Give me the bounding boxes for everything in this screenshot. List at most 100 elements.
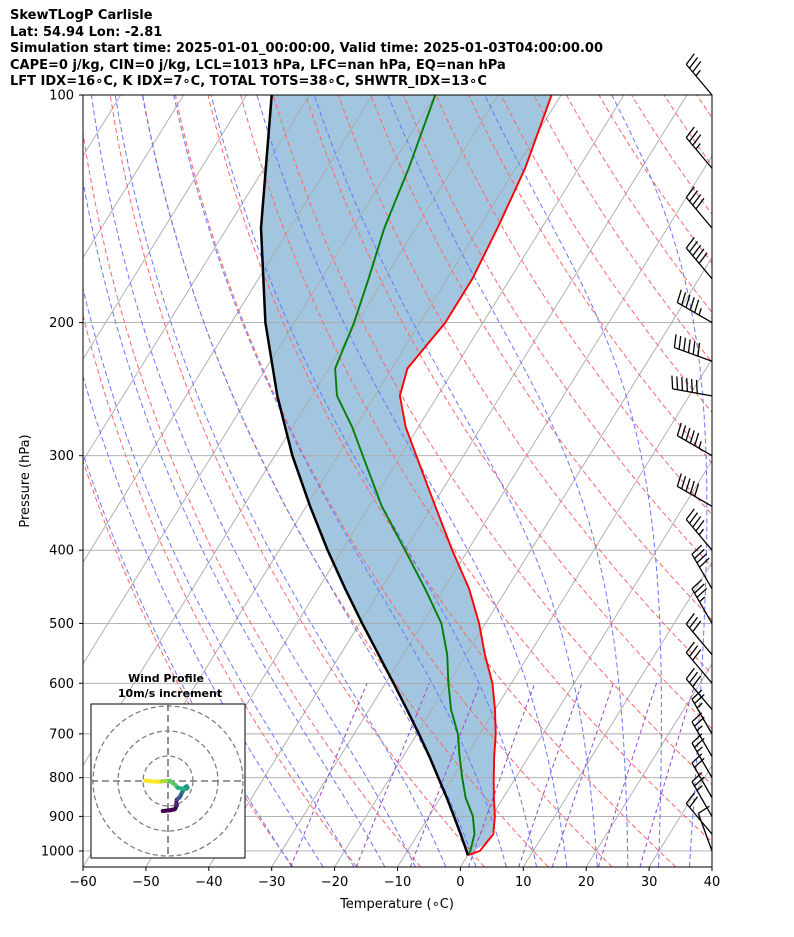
dry-adiabat [435,95,712,516]
isotherm [271,155,712,867]
dry-adiabat [468,95,712,464]
dry-adiabat [565,95,712,314]
isotherm [711,866,712,867]
dry-adiabat [533,95,712,363]
x-tick-label: −40 [195,875,222,890]
header: SkewTLogP Carlisle Lat: 54.94 Lon: -2.81… [10,8,603,91]
x-axis-label: Temperature (∘C) [339,897,454,912]
mixing-ratio-line [468,683,536,867]
hodograph-segment [143,778,150,783]
moist-adiabat [720,95,768,867]
dry-adiabat [631,95,712,216]
x-tick-label: −20 [321,875,348,890]
parcel-profile [259,95,469,856]
dry-adiabat [729,95,794,867]
wind-barb [676,473,713,507]
moist-adiabat [210,95,538,867]
dry-adiabat [370,95,712,621]
moist-adiabat [611,95,708,867]
x-tick-label: −30 [258,875,285,890]
wind-barb [685,126,713,169]
x-tick-label: 40 [704,875,721,890]
wind-barb [691,772,713,817]
y-tick-label: 900 [49,810,74,825]
wind-barb [676,289,713,324]
wind-barb [691,712,713,757]
dry-adiabat [272,95,712,786]
moist-adiabat [83,286,355,867]
isotherm [83,95,310,462]
y-tick-label: 200 [49,316,74,331]
isotherm [648,764,712,867]
wind-barb [691,579,713,624]
wind-barb [671,375,713,397]
moist-adiabat [114,95,447,867]
isotherm [522,561,712,867]
isotherm [397,358,712,867]
mixing-ratio-line [639,683,696,867]
x-tick-label: −10 [384,875,411,890]
isotherm [334,256,712,867]
hodograph-title: Wind Profile [128,672,204,685]
y-axis-label: Pressure (hPa) [18,434,33,527]
wind-barb [685,792,713,835]
wind-barb [685,508,713,551]
wind-barb [691,753,713,798]
y-tick-label: 700 [49,727,74,742]
dry-adiabat [109,95,485,867]
wind-barb [685,186,713,229]
y-tick-label: 800 [49,771,74,786]
dry-adiabat [83,129,422,867]
y-tick-label: 400 [49,544,74,559]
y-tick-label: 300 [49,449,74,464]
x-tick-label: −60 [69,875,96,890]
isotherm [585,662,712,867]
wind-barb [673,334,713,362]
wind-barb [691,689,713,735]
wind-barb [685,53,713,96]
plot-area [83,95,794,867]
mixing-ratio-line [551,683,614,867]
wind-barb [685,237,713,280]
isotherm [83,95,373,564]
moist-adiabat [173,95,507,867]
wind-barb [676,422,713,457]
y-tick-label: 1000 [41,844,74,859]
station-title: SkewTLogP Carlisle [10,8,153,23]
wind-barbs [671,53,713,852]
wind-barb [685,667,713,710]
wind-barb [691,544,713,590]
isotherm [83,95,436,665]
isotherm [83,95,247,360]
hodograph-subtitle: 10m/s increment [118,687,222,700]
axes: −60 −50 −40 −30 −20 −10 0 10 20 30 40 1000 900 800 700… [41,89,720,891]
wind-barb [685,641,713,684]
dry-adiabat [762,95,794,867]
y-tick-label: 600 [49,677,74,692]
dry-adiabat [240,95,712,843]
simulation-times: Simulation start time: 2025-01-01_00:00:… [10,41,603,56]
moist-adiabat [83,374,324,867]
mixing-ratio-line [409,683,481,867]
dry-adiabat [598,95,712,264]
isotherm [208,95,688,867]
dry-adiabat [337,95,712,675]
dry-adiabat [696,95,712,119]
cape-shading [261,95,552,856]
hodograph-inset: Wind Profile 10m/s increment [90,672,246,859]
moist-adiabat [313,95,598,867]
dry-adiabat [207,95,677,867]
mixing-ratio-line [518,683,583,867]
moist-adiabat [387,95,629,867]
location: Lat: 54.94 Lon: -2.81 [10,24,163,40]
mixing-ratio-line [290,683,368,867]
moist-adiabat [83,178,386,867]
dry-adiabat [403,95,712,568]
dewpoint-profile [334,95,476,856]
wind-barb [691,733,713,779]
x-tick-label: 20 [578,875,595,890]
temperature-profile [398,95,553,857]
moist-adiabat [484,95,662,867]
y-tick-label: 500 [49,617,74,632]
